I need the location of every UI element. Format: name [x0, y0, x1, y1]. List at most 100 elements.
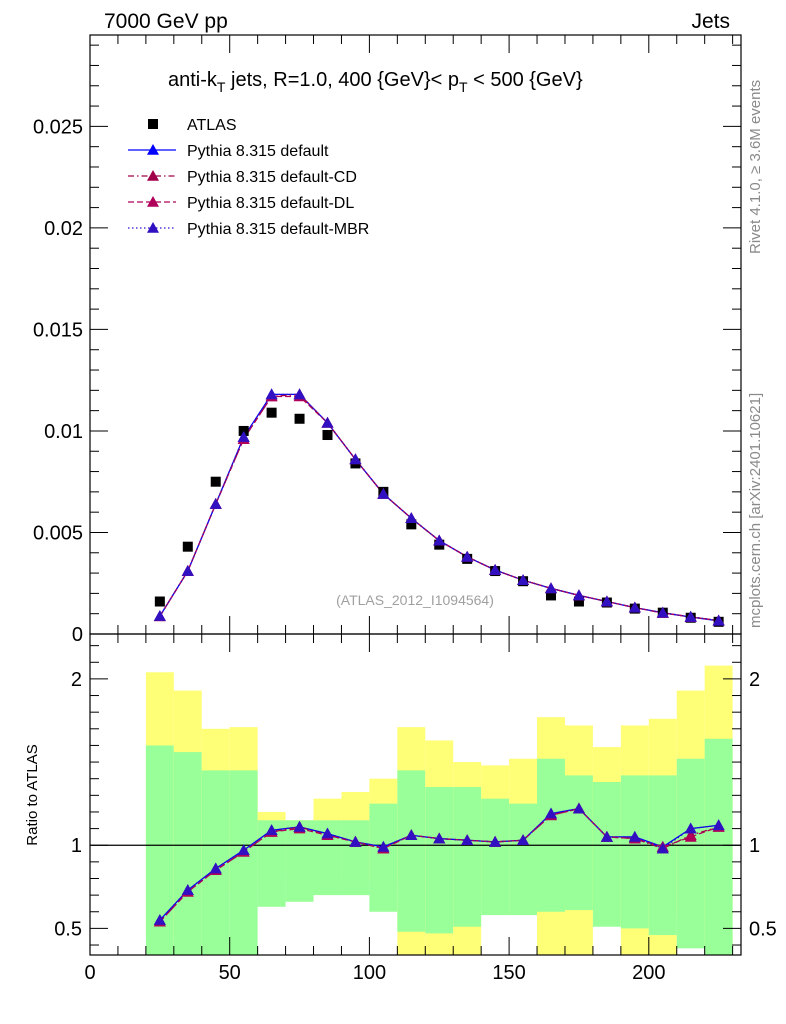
band-inner-bin: [509, 803, 538, 916]
ratio-plot-markers: [153, 802, 725, 927]
ratio-point-3: [684, 822, 697, 834]
x-tick-label: 50: [219, 962, 241, 984]
data-point-atlas: [210, 476, 221, 487]
ratio-point-3: [517, 834, 530, 846]
band-inner-bin: [676, 758, 705, 949]
ratio-point-3: [461, 834, 474, 846]
ratio-plot-axes: 0.5 0.5 1 1 2 2 0 50 100 150 200: [54, 633, 777, 984]
ratio-point-3: [349, 835, 362, 847]
x-tick-label: 150: [492, 962, 525, 984]
band-inner-bin: [285, 820, 314, 902]
data-point-atlas: [546, 590, 557, 601]
main-plot-markers: [153, 388, 725, 627]
ratio-y-axis-label: Ratio to ATLAS: [24, 744, 41, 845]
mc-point-4: [628, 601, 641, 613]
ratio-y-tick-label-left: 1: [71, 835, 82, 857]
band-inner-bin: [564, 775, 593, 911]
y-tick-label: 0.01: [44, 421, 83, 443]
band-inner-bin: [397, 770, 426, 932]
ratio-point-2: [684, 830, 697, 842]
ratio-point-3: [600, 830, 613, 842]
data-point-atlas: [154, 596, 165, 607]
band-inner-bin: [537, 758, 565, 912]
band-inner-bin: [648, 775, 677, 936]
ratio-point-3: [237, 844, 250, 856]
ratio-point-3: [405, 829, 418, 841]
data-point-atlas: [294, 413, 305, 424]
data-point-atlas: [266, 407, 277, 418]
x-tick-label: 200: [632, 962, 665, 984]
mc-point-4: [572, 589, 585, 601]
legend-label: Pythia 8.315 default-DL: [187, 195, 354, 212]
band-inner-bin: [453, 787, 482, 927]
ratio-y-tick-label-left: 0.5: [54, 918, 82, 940]
plot-title-part-c: < 500 {GeV}: [468, 69, 583, 91]
mc-point-4: [684, 610, 697, 622]
ratio-point-3: [433, 832, 446, 844]
band-inner-bin: [620, 775, 649, 929]
data-point-atlas: [182, 541, 193, 552]
main-plot-axes: 0 0.005 0.01 0.015 0.02 0.025: [33, 34, 742, 646]
data-point-atlas: [322, 430, 333, 441]
legend-marker: [147, 170, 159, 181]
band-inner-bin: [704, 738, 733, 955]
x-tick-label: 0: [84, 962, 95, 984]
mc-point-4: [181, 565, 194, 576]
band-inner-bin: [341, 820, 370, 896]
ratio-uncertainty-bands: [145, 665, 733, 955]
ratio-y-tick-label-right: 0.5: [749, 918, 777, 940]
ratio-point-3: [628, 830, 641, 842]
data-point-atlas: [238, 425, 249, 436]
data-point-atlas: [406, 519, 417, 530]
x-tick-label: 100: [353, 962, 386, 984]
legend-marker: [147, 144, 159, 155]
ratio-point-3: [293, 820, 306, 832]
legend-label: Pythia 8.315 default: [187, 143, 329, 160]
band-inner-bin: [369, 803, 398, 912]
y-tick-label: 0: [72, 624, 83, 646]
header-left-label: 7000 GeV pp: [104, 10, 228, 33]
mcplots-label: mcplots.cern.ch [arXiv:2401.10621]: [747, 393, 764, 628]
rivet-version-label: Rivet 4.1.0, ≥ 3.6M events: [747, 80, 764, 254]
band-inner-bin: [592, 782, 621, 927]
band-inner-bin: [173, 752, 202, 955]
analysis-watermark: (ATLAS_2012_I1094564): [336, 592, 494, 608]
mc-point-4: [517, 574, 530, 585]
legend: ATLAS Pythia 8.315 default Pythia 8.315 de…: [128, 117, 369, 238]
band-inner-bin: [425, 787, 454, 934]
band-inner-bin: [481, 798, 510, 916]
mc-point-4: [237, 431, 250, 442]
data-point-atlas: [573, 596, 584, 607]
y-tick-label: 0.015: [33, 319, 83, 341]
ratio-point-3: [545, 807, 558, 819]
ratio-y-tick-label-left: 2: [71, 669, 82, 691]
legend-marker: [147, 222, 159, 233]
mc-point-4: [265, 388, 278, 400]
ratio-point-3: [209, 862, 222, 874]
mc-point-4: [293, 388, 306, 400]
ratio-point-3: [656, 842, 669, 854]
band-inner-bin: [229, 770, 258, 955]
mc-point-4: [321, 416, 334, 428]
mc-point-4: [349, 453, 362, 465]
legend-marker-atlas: [148, 119, 158, 129]
ratio-point-3: [377, 840, 390, 852]
mc-point-4: [377, 487, 390, 499]
ratio-point-3: [265, 824, 278, 836]
ratio-point-3: [489, 835, 502, 847]
legend-marker: [147, 196, 159, 207]
ratio-point-3: [712, 819, 725, 831]
mc-point-4: [209, 498, 222, 509]
mc-point-4: [433, 534, 446, 546]
mc-point-4: [461, 550, 474, 562]
mc-point-4: [656, 606, 669, 618]
ratio-frame: [89, 633, 742, 956]
legend-label: ATLAS: [187, 117, 237, 134]
plot-title-part-b: jets, R=1.0, 400 {GeV}< p: [225, 69, 459, 91]
mc-point-4: [153, 610, 166, 621]
ratio-y-tick-label-right: 1: [749, 835, 760, 857]
mc-point-4: [600, 595, 613, 607]
legend-label: Pythia 8.315 default-MBR: [187, 221, 369, 238]
y-tick-label: 0.025: [33, 116, 83, 138]
